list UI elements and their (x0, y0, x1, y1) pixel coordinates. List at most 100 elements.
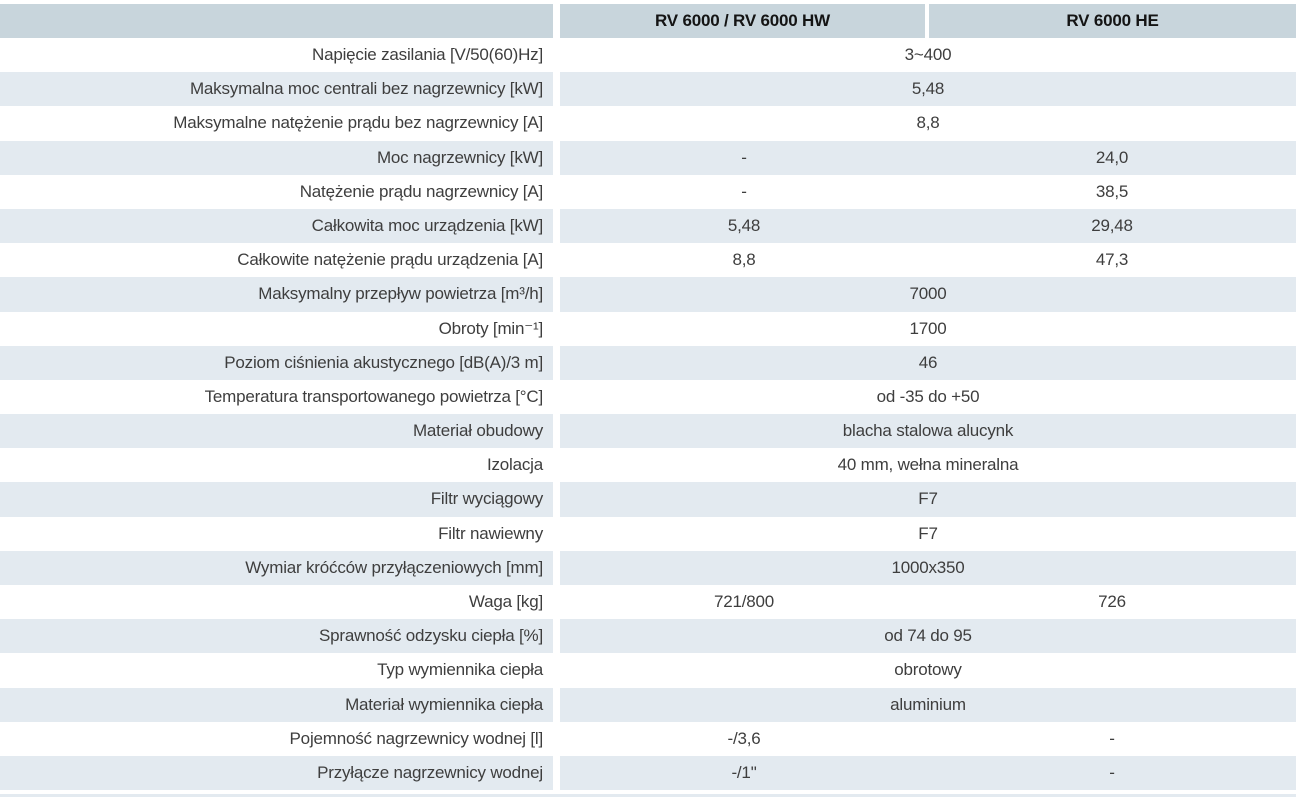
row-value-col2: 24,0 (1095, 147, 1129, 167)
row-value-col2: 726 (1098, 592, 1126, 611)
row-values: od -35 do +50 (560, 379, 1296, 415)
label-value-separator (553, 585, 560, 620)
row-label: Natężenie prądu nagrzewnicy [A] (0, 174, 553, 209)
table-row: Wymiar króćców przyłączeniowych [mm] 1000… (0, 550, 1296, 585)
label-value-separator (553, 277, 560, 312)
table-row: Sprawność odzysku ciepła [%] od 74 do 95 (0, 619, 1296, 654)
table-body: Napięcie zasilania [V/50(60)Hz] 3~400 Maks… (0, 38, 1296, 791)
row-value-col2: - (1109, 728, 1115, 748)
row-label: Poziom ciśnienia akustycznego [dB(A)/3 m… (0, 345, 553, 380)
table-row: Napięcie zasilania [V/50(60)Hz] 3~400 (0, 38, 1296, 73)
table-row: Filtr nawiewny F7 (0, 516, 1296, 551)
table-row: Natężenie prądu nagrzewnicy [A] - 38,5 (0, 174, 1296, 209)
table-row: Całkowita moc urządzenia [kW] 5,48 29,48 (0, 208, 1296, 244)
label-value-separator (553, 208, 560, 244)
row-value-span: 8,8 (916, 113, 940, 133)
row-values: 8,8 (560, 106, 1296, 141)
row-label: Maksymalna moc centrali bez nagrzewnicy … (0, 72, 553, 107)
label-value-separator (553, 482, 560, 517)
row-values: 46 (560, 345, 1296, 380)
label-value-separator (553, 550, 560, 585)
row-value-col1: 5,48 (727, 215, 761, 235)
label-value-separator (553, 721, 560, 756)
label-value-separator (553, 38, 560, 73)
row-values: F7 (560, 516, 1296, 551)
row-value-col1: 721/800 (713, 592, 775, 611)
row-label: Temperatura transportowanego powietrza [… (0, 379, 553, 415)
label-value-separator (553, 379, 560, 415)
row-values: 1000x350 (560, 550, 1296, 585)
table-row: Izolacja 40 mm, wełna mineralna (0, 448, 1296, 483)
row-values: aluminium (560, 687, 1296, 722)
row-values: 3~400 (560, 38, 1296, 73)
row-label: Całkowite natężenie prądu urządzenia [A] (0, 243, 553, 278)
row-values: 721/800 726 (560, 585, 1296, 620)
table-row: Waga [kg] 721/800 726 (0, 585, 1296, 620)
table-row: Typ wymiennika ciepła obrotowy (0, 653, 1296, 688)
row-label: Obroty [min⁻¹] (0, 311, 553, 346)
row-label: Moc nagrzewnicy [kW] (0, 140, 553, 175)
row-value-col1: -/3,6 (727, 728, 761, 748)
label-value-separator (553, 755, 560, 791)
table-row: Materiał obudowy blacha stalowa alucynk (0, 414, 1296, 449)
row-values: 5,48 (560, 72, 1296, 107)
row-values: F7 (560, 482, 1296, 517)
row-value-span: 40 mm, wełna mineralna (837, 455, 1019, 475)
row-values: 7000 (560, 277, 1296, 312)
table-header-row: RV 6000 / RV 6000 HW RV 6000 HE (0, 4, 1296, 38)
row-values: od 74 do 95 (560, 619, 1296, 654)
row-values: -/3,6 - (560, 721, 1296, 756)
row-label: Izolacja (0, 448, 553, 483)
row-value-span: 3~400 (904, 45, 952, 64)
header-column-separator (925, 4, 929, 38)
row-values: 1700 (560, 311, 1296, 346)
table-row: Filtr wyciągowy F7 (0, 482, 1296, 517)
row-value-span: od -35 do +50 (876, 386, 980, 406)
row-value-span: blacha stalowa alucynk (842, 421, 1014, 441)
column-header-rv6000-he: RV 6000 HE (929, 4, 1296, 38)
label-value-separator (553, 516, 560, 551)
row-value-span: 1700 (909, 318, 947, 338)
row-label: Waga [kg] (0, 585, 553, 620)
row-label: Przyłącze nagrzewnicy wodnej (0, 755, 553, 791)
row-value-span: F7 (918, 489, 938, 509)
table-row: Przyłącze nagrzewnicy wodnej -/1" - (0, 755, 1296, 791)
row-value-span: 7000 (909, 284, 947, 304)
label-value-separator (553, 345, 560, 380)
row-value-span: aluminium (890, 694, 966, 714)
row-value-col2: 29,48 (1091, 215, 1133, 235)
label-value-separator (553, 619, 560, 654)
header-label-cell (0, 4, 553, 38)
row-label: Typ wymiennika ciepła (0, 653, 553, 688)
table-bottom-strip (0, 794, 1296, 797)
row-label: Filtr wyciągowy (0, 482, 553, 517)
label-value-separator (553, 106, 560, 141)
row-label: Maksymalny przepływ powietrza [m³/h] (0, 277, 553, 312)
row-label: Maksymalne natężenie prądu bez nagrzewni… (0, 106, 553, 141)
row-label: Napięcie zasilania [V/50(60)Hz] (0, 38, 553, 73)
row-value-col2: - (1109, 762, 1115, 782)
label-value-separator (553, 72, 560, 107)
row-values: -/1" - (560, 755, 1296, 791)
row-label: Materiał wymiennika ciepła (0, 687, 553, 722)
table-row: Materiał wymiennika ciepła aluminium (0, 687, 1296, 722)
row-label: Filtr nawiewny (0, 516, 553, 551)
row-value-col1: - (741, 181, 747, 201)
row-value-span: od 74 do 95 (884, 626, 972, 646)
row-values: blacha stalowa alucynk (560, 414, 1296, 449)
table-row: Temperatura transportowanego powietrza [… (0, 379, 1296, 415)
row-value-span: 5,48 (911, 79, 945, 99)
row-values: 40 mm, wełna mineralna (560, 448, 1296, 483)
row-values: obrotowy (560, 653, 1296, 688)
label-value-separator (553, 243, 560, 278)
row-label: Wymiar króćców przyłączeniowych [mm] (0, 550, 553, 585)
row-values: 8,8 47,3 (560, 243, 1296, 278)
label-value-separator (553, 448, 560, 483)
table-row: Moc nagrzewnicy [kW] - 24,0 (0, 140, 1296, 175)
label-value-separator (553, 311, 560, 346)
row-values: - 24,0 (560, 140, 1296, 175)
table-row: Poziom ciśnienia akustycznego [dB(A)/3 m… (0, 345, 1296, 380)
row-value-span: F7 (918, 523, 938, 543)
row-values: 5,48 29,48 (560, 208, 1296, 244)
